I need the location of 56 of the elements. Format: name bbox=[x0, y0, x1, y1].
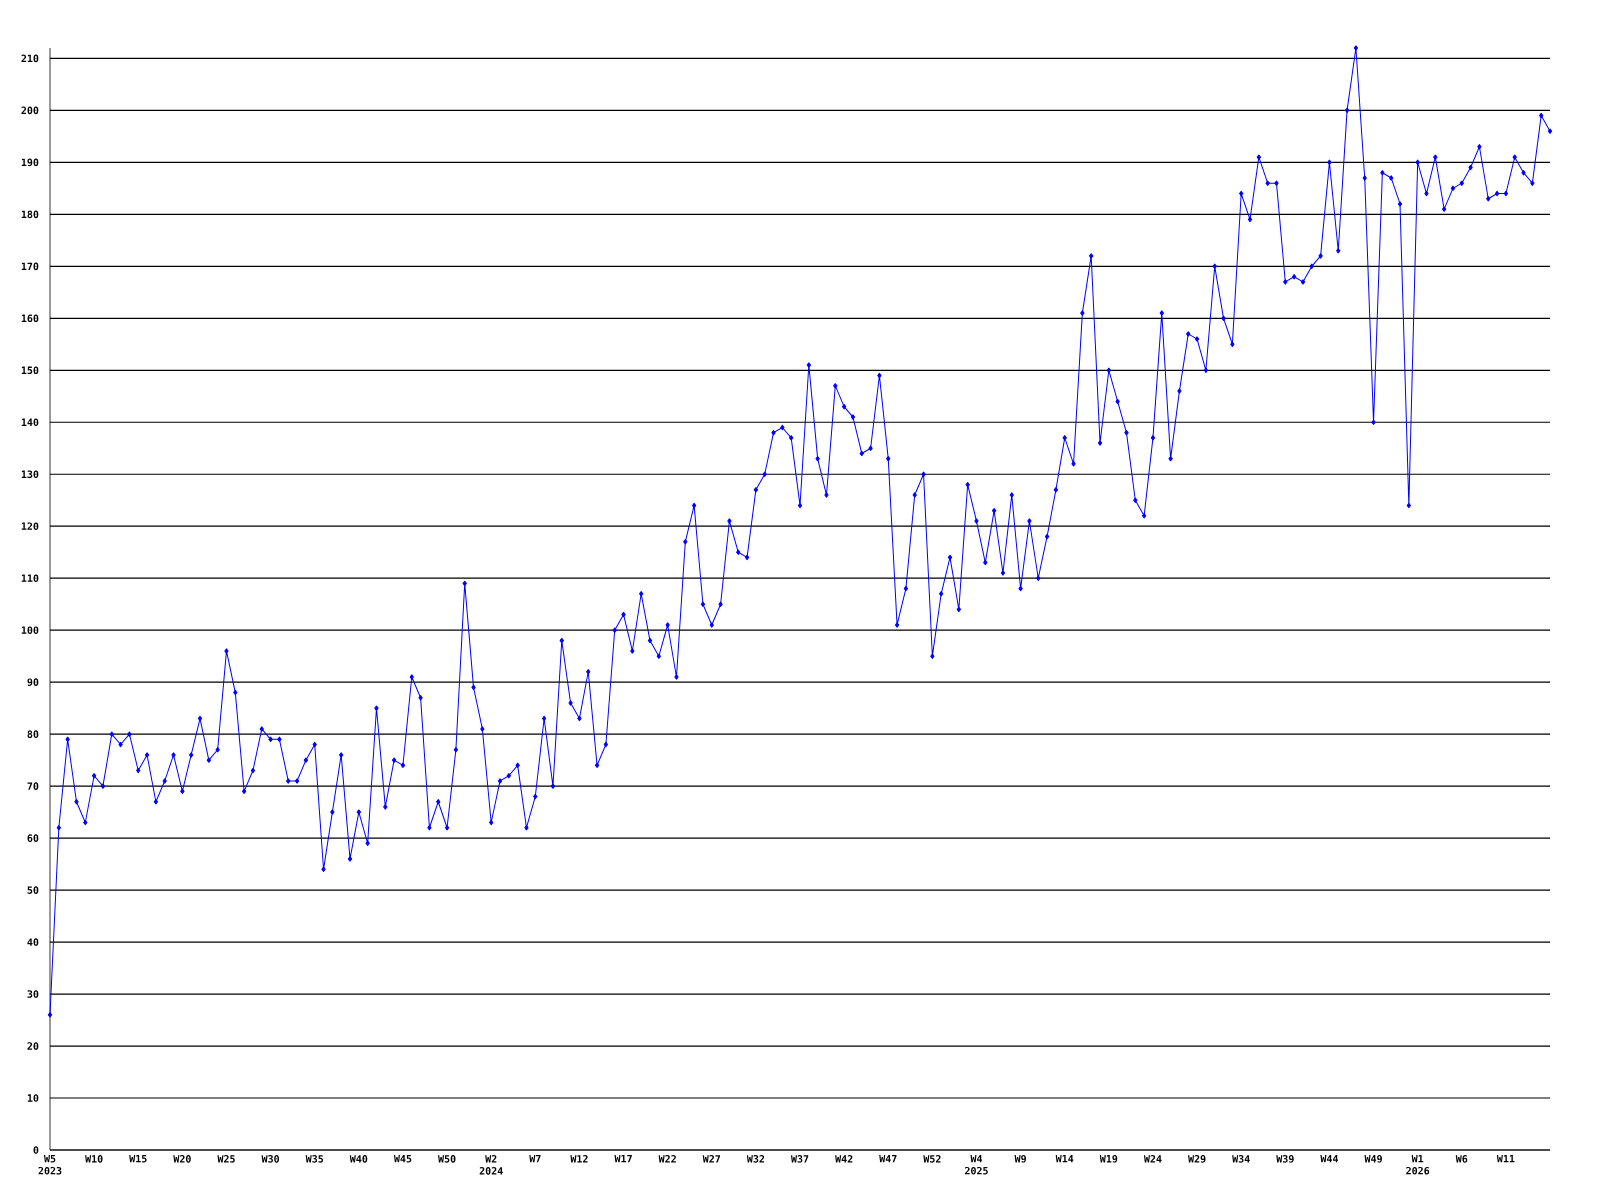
x-tick-label: W37 bbox=[790, 1155, 809, 1163]
x-tick-label: W6 bbox=[1455, 1155, 1468, 1163]
x-tick-label: W15 bbox=[129, 1155, 147, 1163]
x-tick-label: W22 bbox=[658, 1155, 676, 1163]
x-tick-label: W47 bbox=[879, 1155, 897, 1163]
y-tick-label: 0 bbox=[33, 1146, 39, 1154]
x-tick-label: W35 bbox=[305, 1155, 324, 1163]
y-tick-label: 130 bbox=[21, 470, 39, 479]
y-tick-label: 40 bbox=[27, 938, 39, 946]
x-tick-label: W42 bbox=[835, 1155, 853, 1163]
x-tick-label: W52 bbox=[923, 1155, 941, 1163]
y-tick-label: 150 bbox=[21, 366, 39, 375]
y-tick-label: 200 bbox=[21, 106, 39, 115]
x-tick-label: W49 bbox=[1364, 1155, 1382, 1163]
y-tick-label: 70 bbox=[27, 782, 39, 790]
x-tick-label: W30 bbox=[261, 1155, 280, 1163]
x-tick-label: W50 bbox=[438, 1155, 456, 1163]
y-tick-label: 180 bbox=[21, 210, 39, 219]
y-tick-label: 210 bbox=[21, 54, 39, 63]
x-tick-label: W29 bbox=[1188, 1155, 1206, 1163]
y-tick-label: 170 bbox=[21, 262, 39, 271]
x-tick-label: W5 2023 bbox=[38, 1155, 62, 1175]
x-tick-label: W2 2024 bbox=[479, 1155, 503, 1175]
y-tick-label: 10 bbox=[27, 1094, 39, 1102]
y-tick-label: 100 bbox=[21, 626, 39, 634]
x-tick-label: W45 bbox=[393, 1155, 412, 1163]
x-tick-label: W17 bbox=[614, 1155, 632, 1163]
x-tick-label: W1 2026 bbox=[1406, 1155, 1430, 1175]
x-tick-label: W12 bbox=[570, 1155, 588, 1163]
x-tick-label: W32 bbox=[746, 1155, 765, 1163]
y-tick-label: 80 bbox=[27, 730, 39, 738]
y-tick-label: 120 bbox=[21, 522, 39, 531]
x-tick-label: W9 bbox=[1014, 1155, 1026, 1163]
x-tick-label: W20 bbox=[173, 1155, 191, 1163]
y-tick-label: 20 bbox=[27, 1042, 39, 1050]
x-tick-label: W34 bbox=[1232, 1155, 1250, 1163]
x-tick-label: W24 bbox=[1143, 1155, 1162, 1163]
x-tick-label: W10 bbox=[85, 1155, 103, 1163]
x-tick-label: W7 bbox=[529, 1155, 541, 1163]
x-tick-label: W44 bbox=[1320, 1155, 1339, 1163]
x-tick-label: W25 bbox=[217, 1155, 235, 1163]
x-tick-label: W39 bbox=[1276, 1155, 1294, 1163]
x-tick-label: W27 bbox=[702, 1155, 721, 1163]
y-tick-label: 190 bbox=[21, 158, 39, 167]
x-tick-label: W4 2025 bbox=[965, 1155, 988, 1175]
y-tick-label: 110 bbox=[21, 574, 39, 582]
x-tick-label: W19 bbox=[1099, 1155, 1118, 1163]
y-tick-label: 30 bbox=[27, 990, 39, 998]
x-tick-label: W11 bbox=[1496, 1155, 1515, 1163]
y-tick-label: 60 bbox=[27, 834, 39, 842]
y-tick-label: 50 bbox=[27, 886, 39, 894]
x-tick-label: W14 bbox=[1055, 1155, 1074, 1163]
y-tick-label: 160 bbox=[21, 314, 39, 323]
y-tick-label: 90 bbox=[27, 678, 39, 686]
x-tick-label: W40 bbox=[349, 1155, 368, 1163]
y-tick-label: 140 bbox=[21, 418, 39, 427]
